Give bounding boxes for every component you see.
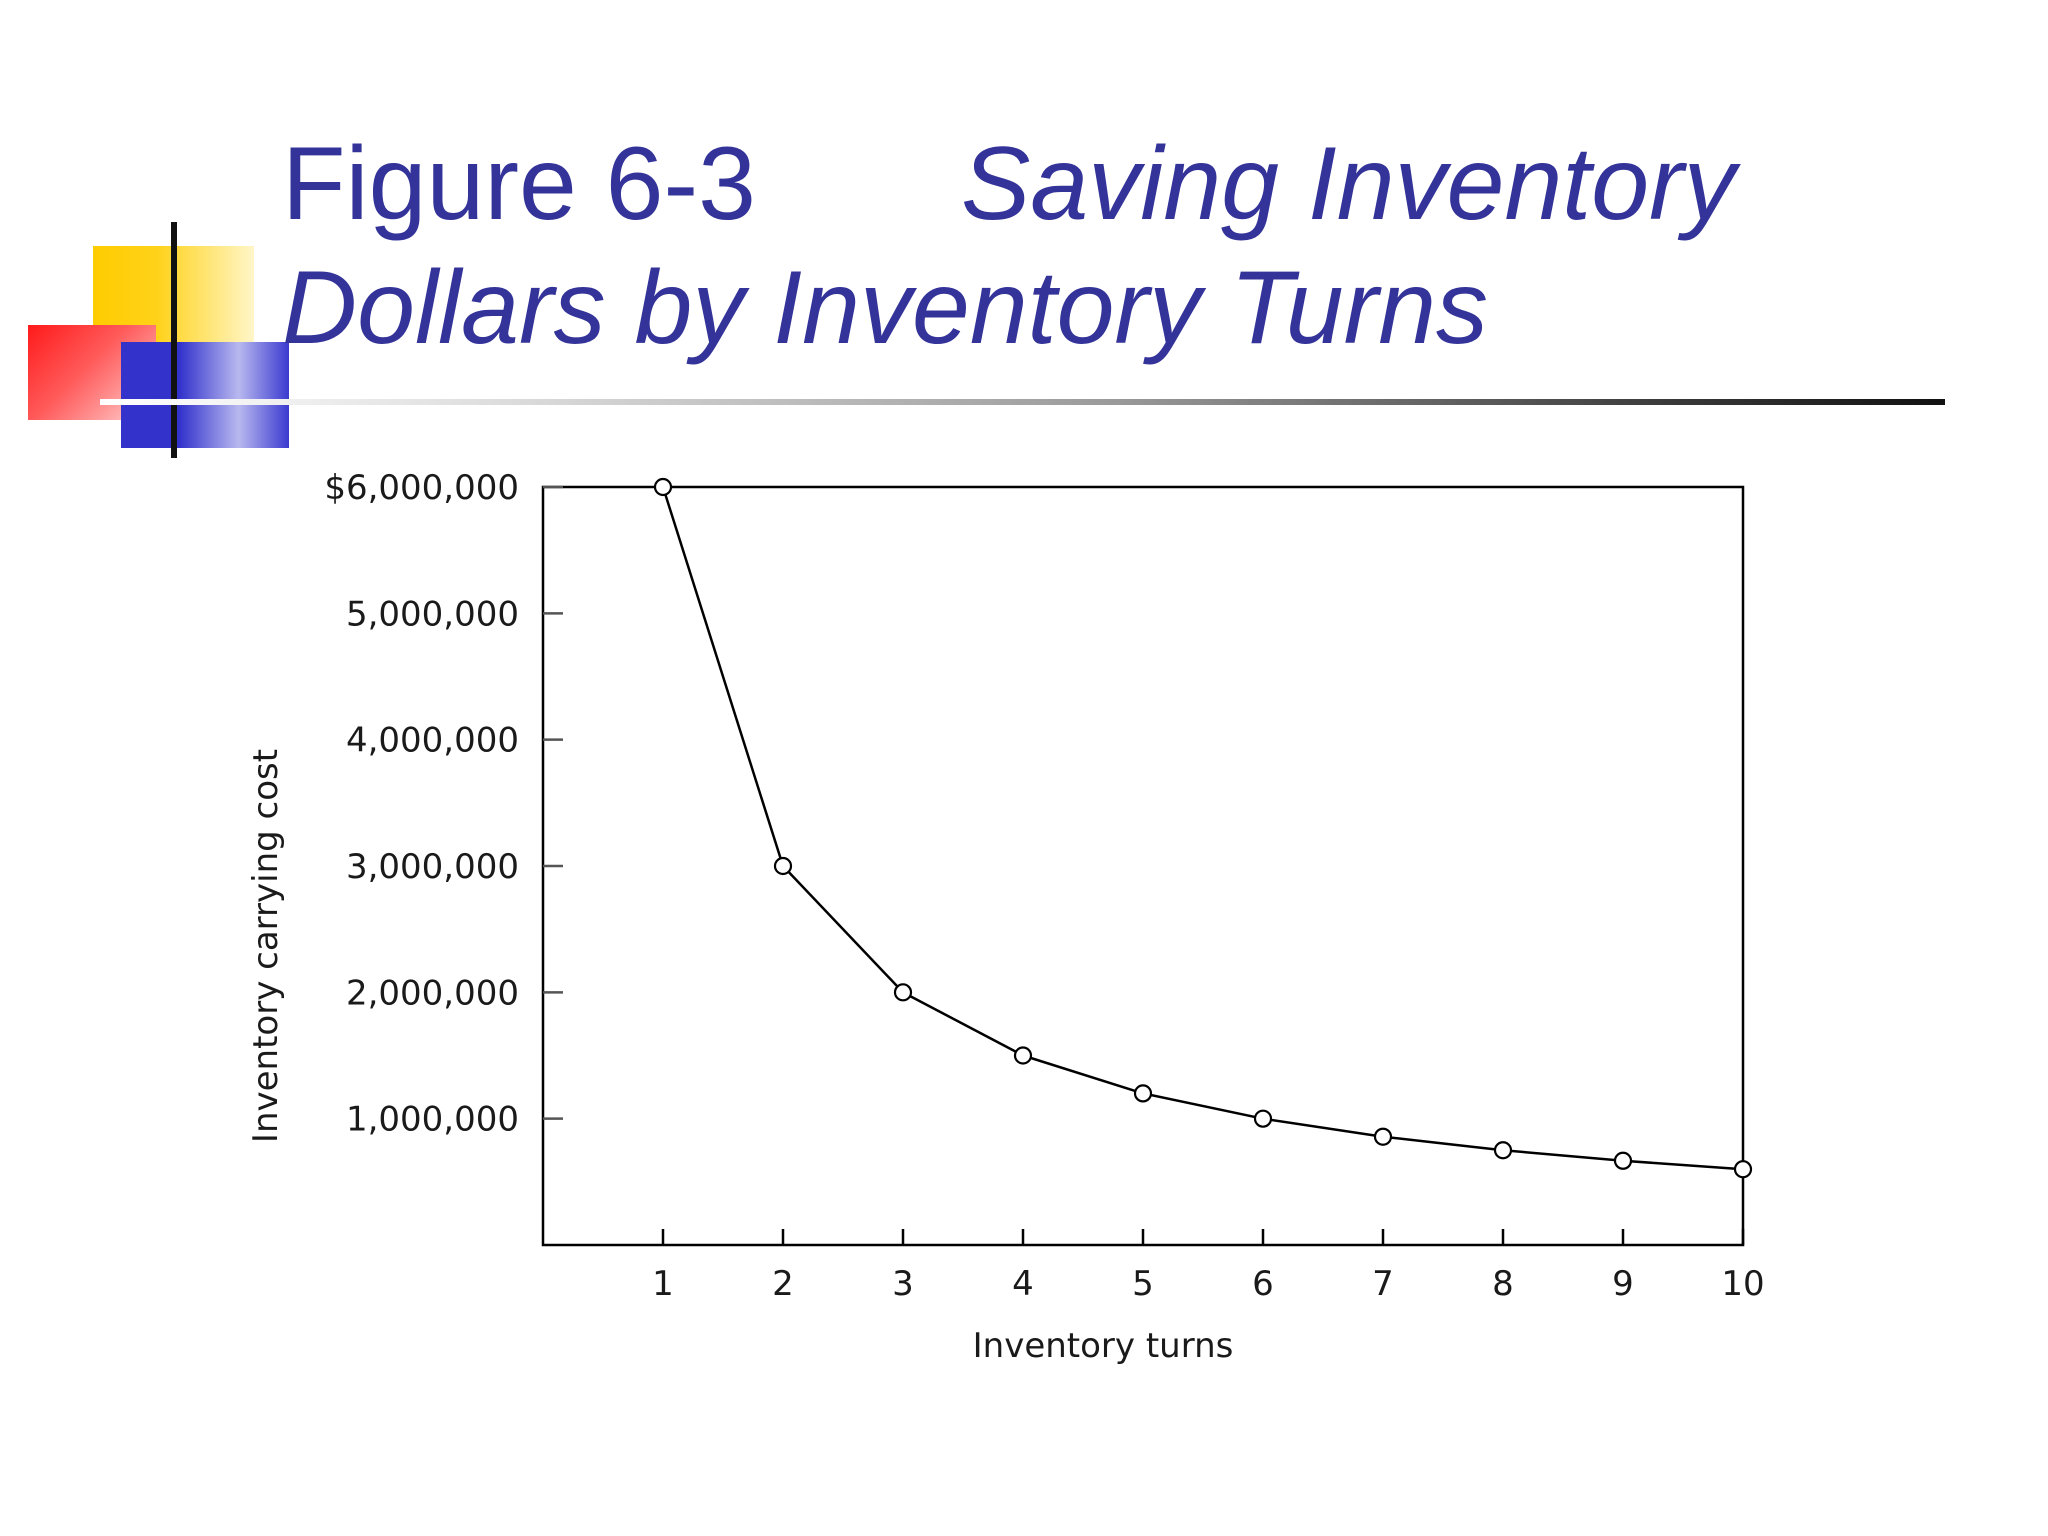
data-point: [1733, 1160, 1753, 1179]
x-tick-label: 9: [1612, 1264, 1634, 1304]
plot-frame: [541, 485, 1745, 1247]
data-point: [1373, 1127, 1393, 1146]
data-point: [1253, 1109, 1273, 1128]
y-tick-label: 3,000,000: [346, 847, 519, 887]
x-tick-label: 3: [892, 1264, 914, 1304]
data-point: [1493, 1141, 1513, 1160]
data-point: [1013, 1046, 1033, 1065]
y-tick-label: 4,000,000: [346, 721, 519, 761]
x-tick-label: 2: [772, 1264, 794, 1304]
y-axis-title: Inventory carrying cost: [246, 749, 286, 1143]
chart-series: [653, 477, 1753, 1179]
data-point: [653, 477, 673, 497]
slide-title: Figure 6-3 Saving Inventory Dollars by In…: [282, 122, 1982, 370]
title-line-2: Dollars by Inventory Turns: [282, 250, 1489, 366]
y-tick-label: 5,000,000: [346, 594, 519, 634]
x-axis-title: Inventory turns: [973, 1326, 1234, 1366]
data-point: [893, 983, 913, 1002]
x-tick-label: 4: [1012, 1264, 1034, 1304]
title-part-2: Saving Inventory: [961, 126, 1736, 242]
y-tick-label: 2,000,000: [346, 973, 519, 1013]
data-point: [773, 856, 793, 876]
x-tick-label: 10: [1721, 1264, 1764, 1304]
title-figure-number: Figure 6-3: [282, 126, 756, 242]
x-tick-label: 6: [1252, 1264, 1274, 1304]
chart-ticks: $6,000,000 5,000,000 4,000,000 3,000,000 2,0…: [324, 468, 1764, 1304]
blue-square-decoration: [121, 342, 289, 448]
x-tick-label: 7: [1372, 1264, 1394, 1304]
x-tick-label: 8: [1492, 1264, 1514, 1304]
series-line: [661, 486, 1744, 1171]
x-tick-label: 1: [652, 1264, 674, 1304]
vertical-line-decoration: [171, 222, 177, 458]
y-tick-label: 1,000,000: [346, 1100, 519, 1140]
chart-axes: [541, 485, 1745, 1247]
title-underline: [100, 399, 1945, 405]
data-point: [1613, 1151, 1633, 1170]
y-tick-label: $6,000,000: [324, 468, 519, 508]
data-point: [1133, 1084, 1153, 1103]
x-tick-label: 5: [1132, 1264, 1154, 1304]
